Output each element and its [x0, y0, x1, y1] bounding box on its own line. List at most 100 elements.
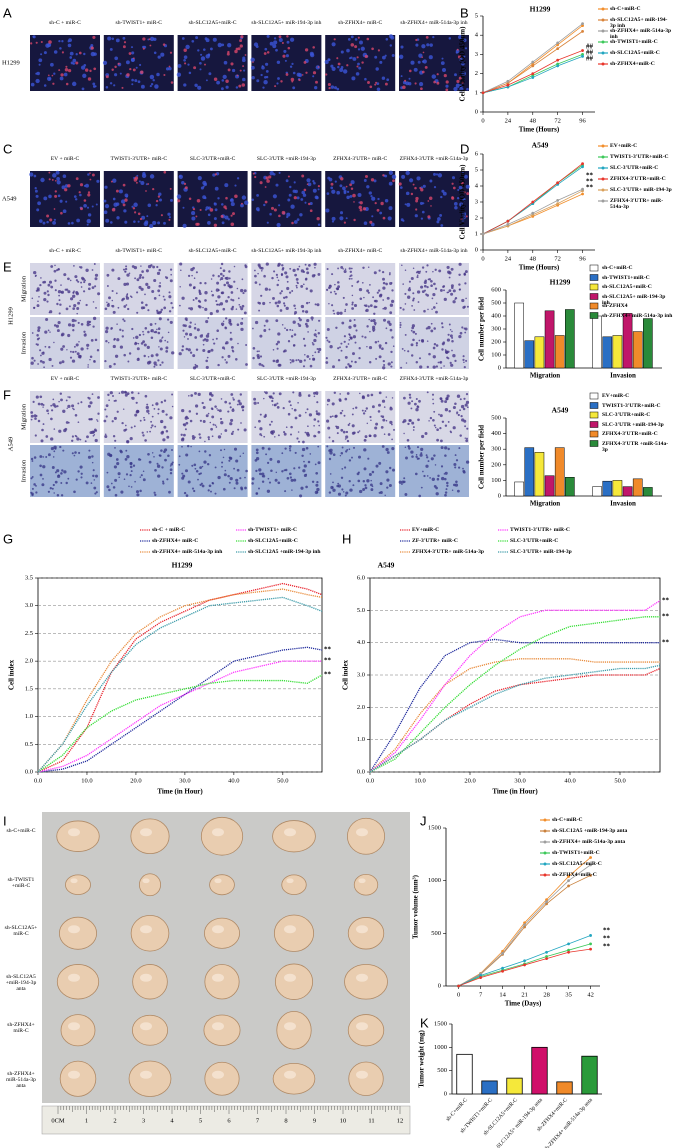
cell: [289, 361, 292, 364]
cell: [276, 347, 279, 350]
cell: [289, 404, 292, 407]
cell: [284, 468, 288, 472]
significance-mark: ##: [586, 43, 594, 51]
cell: [348, 267, 351, 270]
cell: [344, 438, 347, 440]
cell: [231, 305, 235, 309]
cell: [165, 346, 169, 350]
cell: [453, 202, 458, 206]
cell: [212, 274, 215, 277]
cell: [68, 396, 71, 399]
cell: [146, 403, 149, 406]
cell: [128, 52, 132, 55]
cell: [137, 392, 140, 395]
cell: [336, 311, 340, 315]
cell: [120, 199, 126, 204]
cell: [349, 270, 353, 274]
cell: [425, 270, 428, 273]
cell: [220, 433, 223, 435]
cell: [142, 330, 144, 333]
cell: [69, 356, 73, 359]
cell: [89, 323, 91, 326]
cell: [225, 361, 228, 364]
cell: [149, 36, 155, 42]
cell: [171, 449, 173, 451]
cell: [440, 439, 443, 443]
cell: [189, 351, 193, 354]
cell: [157, 221, 161, 225]
cell: [373, 179, 377, 183]
cell: [388, 206, 393, 211]
cell: [432, 293, 436, 297]
cell: [67, 404, 71, 408]
cell: [375, 299, 378, 303]
cell: [327, 426, 331, 430]
significance-mark: ##: [586, 49, 594, 57]
panel-letter: G: [3, 531, 13, 546]
bar: [544, 475, 555, 497]
cell: [277, 300, 281, 304]
cell: [343, 269, 347, 274]
cell: [352, 484, 355, 487]
y-tick-label: 0: [444, 1090, 447, 1097]
cell: [272, 404, 274, 406]
cell: [48, 40, 52, 44]
cell: [388, 483, 392, 488]
cell: [277, 264, 280, 267]
cell: [447, 357, 450, 360]
cell: [304, 431, 307, 434]
cell: [362, 488, 366, 491]
cell: [363, 304, 366, 307]
ruler-label: 3: [142, 1117, 145, 1124]
cell: [207, 53, 211, 56]
cell: [204, 37, 208, 41]
cell: [117, 306, 120, 309]
cell: [179, 285, 181, 288]
cell: [70, 297, 74, 301]
cell: [456, 79, 460, 84]
cell: [194, 336, 198, 339]
cell: [73, 290, 75, 293]
cell: [204, 196, 207, 200]
cell: [73, 304, 77, 308]
cell: [114, 447, 116, 449]
cell: [426, 365, 429, 369]
data-point: [589, 856, 592, 859]
cell: [461, 298, 465, 303]
cell: [462, 467, 464, 470]
cell: [104, 434, 108, 439]
cell: [274, 436, 276, 438]
data-point: [581, 54, 584, 58]
tumor: [59, 1060, 97, 1097]
cell: [414, 186, 417, 190]
cell: [111, 304, 115, 308]
cell: [356, 472, 360, 476]
cell: [331, 273, 334, 276]
x-axis-label: Time (in Hour): [492, 788, 538, 796]
cell: [230, 202, 235, 207]
series-line: [37, 588, 323, 773]
cell: [426, 264, 429, 267]
legend-label: EV+miR-C: [602, 393, 630, 399]
data-point: [531, 76, 535, 79]
cell: [163, 221, 166, 225]
y-tick-label: 0: [475, 246, 478, 253]
cell: [410, 354, 414, 357]
cell: [455, 480, 458, 484]
legend-swatch: [589, 293, 599, 300]
cell: [185, 319, 188, 322]
cell: [54, 279, 57, 282]
cell: [410, 60, 415, 65]
row-label: sh-ZFHX4+ miR-C: [7, 1022, 35, 1035]
cell: [414, 214, 418, 218]
tumor: [347, 917, 385, 950]
cell: [228, 270, 231, 273]
cell: [35, 41, 38, 44]
cell: [170, 301, 173, 305]
cell: [242, 77, 246, 82]
cell: [110, 327, 113, 330]
cell: [391, 174, 397, 180]
cell: [146, 409, 150, 413]
cell: [61, 360, 65, 364]
cell: [344, 310, 346, 313]
